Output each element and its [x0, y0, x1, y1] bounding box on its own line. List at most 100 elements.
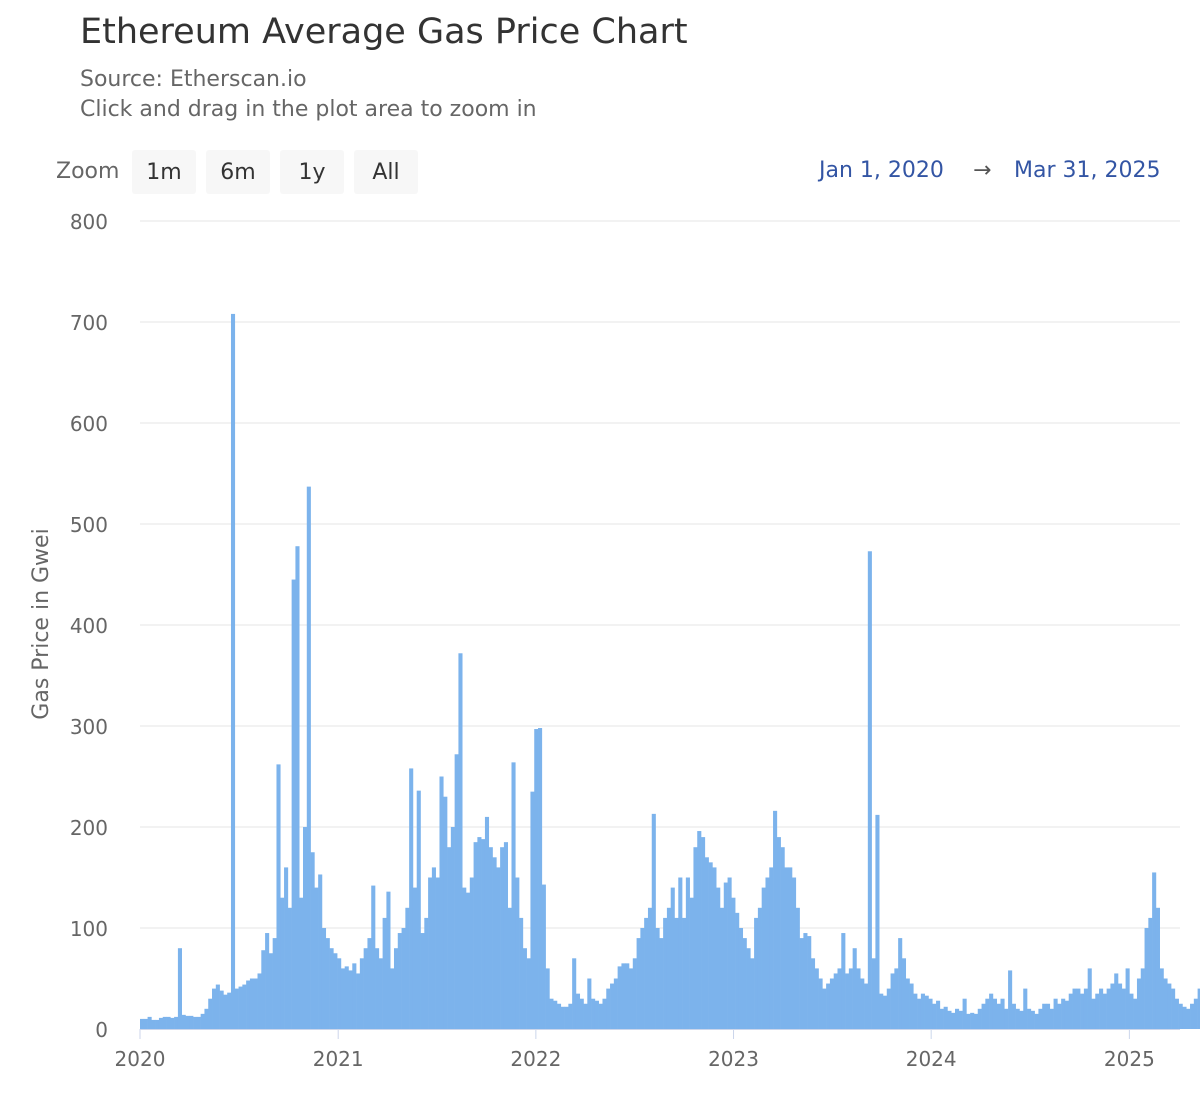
bar[interactable]	[655, 928, 660, 1029]
bar[interactable]	[1140, 968, 1145, 1029]
bar[interactable]	[147, 1016, 152, 1029]
bar[interactable]	[1182, 1006, 1187, 1029]
bar[interactable]	[905, 978, 910, 1030]
bar[interactable]	[845, 973, 850, 1029]
bar[interactable]	[1049, 1008, 1054, 1029]
bar[interactable]	[454, 754, 459, 1029]
bar[interactable]	[1099, 988, 1104, 1029]
bar[interactable]	[572, 958, 577, 1029]
bar[interactable]	[1186, 1008, 1191, 1029]
bar[interactable]	[810, 958, 816, 1029]
bar[interactable]	[636, 938, 641, 1029]
bar[interactable]	[731, 897, 736, 1029]
bar[interactable]	[473, 842, 478, 1029]
bar[interactable]	[1038, 1008, 1043, 1029]
bar[interactable]	[227, 992, 232, 1029]
bar[interactable]	[155, 1019, 160, 1029]
bar[interactable]	[1106, 988, 1111, 1029]
bar[interactable]	[1155, 907, 1160, 1029]
bar[interactable]	[522, 948, 527, 1029]
bar[interactable]	[390, 968, 395, 1029]
bar[interactable]	[371, 885, 376, 1029]
bar[interactable]	[693, 847, 698, 1029]
bar[interactable]	[424, 917, 429, 1029]
bar[interactable]	[939, 1008, 944, 1029]
bar[interactable]	[864, 983, 869, 1029]
bar[interactable]	[295, 546, 300, 1029]
bar[interactable]	[579, 998, 584, 1029]
bar[interactable]	[401, 928, 406, 1029]
bar[interactable]	[397, 933, 402, 1029]
bar[interactable]	[174, 1016, 179, 1029]
bar[interactable]	[431, 867, 436, 1029]
bar[interactable]	[219, 990, 224, 1029]
bar[interactable]	[742, 938, 747, 1029]
bar[interactable]	[909, 983, 914, 1029]
bar[interactable]	[621, 963, 626, 1029]
bar[interactable]	[1118, 983, 1123, 1029]
bar[interactable]	[393, 948, 399, 1029]
bar[interactable]	[530, 791, 535, 1029]
range-from-date[interactable]: Jan 1, 2020	[819, 158, 944, 183]
bar[interactable]	[359, 958, 364, 1029]
bar[interactable]	[511, 762, 516, 1029]
bar[interactable]	[223, 994, 228, 1029]
bar[interactable]	[575, 993, 581, 1029]
bar[interactable]	[560, 1006, 565, 1029]
bar[interactable]	[234, 988, 239, 1029]
bar[interactable]	[1080, 993, 1085, 1029]
bar[interactable]	[556, 1003, 562, 1029]
bar[interactable]	[735, 912, 740, 1029]
bar[interactable]	[1072, 988, 1077, 1029]
bar[interactable]	[378, 958, 383, 1029]
bar[interactable]	[1125, 968, 1130, 1029]
bar[interactable]	[1136, 978, 1142, 1030]
bar[interactable]	[875, 814, 880, 1029]
bar[interactable]	[898, 938, 903, 1029]
bar[interactable]	[685, 877, 690, 1030]
bar[interactable]	[867, 551, 872, 1029]
bar[interactable]	[375, 948, 380, 1029]
bar[interactable]	[1019, 1010, 1024, 1029]
bar[interactable]	[780, 847, 785, 1029]
zoom-1m-button[interactable]: 1m	[132, 150, 196, 194]
bar[interactable]	[613, 978, 618, 1030]
bar[interactable]	[356, 973, 361, 1029]
bar[interactable]	[989, 993, 994, 1029]
bar[interactable]	[352, 963, 357, 1029]
bar[interactable]	[765, 877, 770, 1030]
bar[interactable]	[1087, 968, 1092, 1029]
bar[interactable]	[583, 1003, 588, 1029]
bar[interactable]	[901, 958, 907, 1029]
bar[interactable]	[249, 978, 255, 1030]
bar[interactable]	[697, 831, 702, 1029]
bar[interactable]	[200, 1013, 205, 1029]
bar[interactable]	[439, 776, 444, 1030]
bar[interactable]	[1171, 988, 1176, 1029]
bar[interactable]	[519, 917, 524, 1029]
bar[interactable]	[306, 486, 311, 1029]
bar[interactable]	[272, 938, 277, 1029]
bar[interactable]	[826, 983, 831, 1029]
bar[interactable]	[947, 1010, 952, 1029]
bar[interactable]	[568, 1003, 573, 1029]
bar[interactable]	[564, 1006, 569, 1029]
bar[interactable]	[924, 995, 929, 1029]
bar[interactable]	[606, 988, 611, 1029]
bar[interactable]	[1027, 1008, 1032, 1029]
range-to-date[interactable]: Mar 31, 2025	[1014, 158, 1161, 183]
bar[interactable]	[193, 1016, 198, 1029]
bar[interactable]	[610, 983, 615, 1029]
bar[interactable]	[829, 978, 834, 1030]
bar[interactable]	[204, 1008, 209, 1029]
bar[interactable]	[757, 907, 762, 1029]
bar[interactable]	[719, 907, 725, 1029]
bar[interactable]	[405, 907, 410, 1029]
bar[interactable]	[587, 978, 592, 1030]
bar[interactable]	[1004, 1008, 1009, 1029]
bar[interactable]	[344, 966, 349, 1029]
bar[interactable]	[515, 877, 520, 1030]
bar[interactable]	[310, 852, 315, 1029]
bar[interactable]	[151, 1019, 156, 1029]
